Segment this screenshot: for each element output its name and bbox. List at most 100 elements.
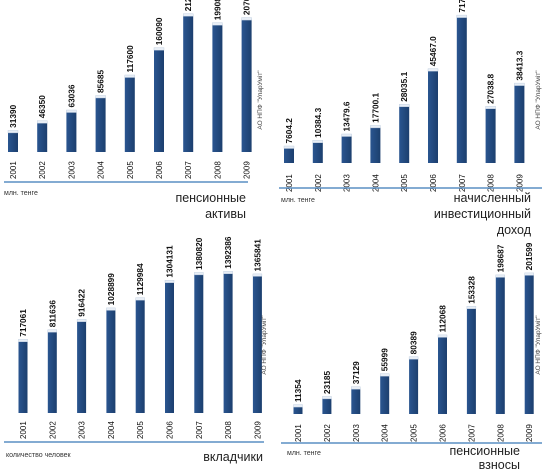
bar-cap — [495, 274, 505, 278]
data-label: 11354 — [293, 379, 303, 402]
bar-cap — [252, 273, 263, 277]
tick-label: 2004 — [381, 424, 390, 442]
tick-label: 2001 — [19, 421, 28, 439]
bar-cap — [106, 307, 116, 311]
tick-label: 2001 — [294, 424, 303, 442]
tick-label: 2009 — [253, 421, 262, 439]
data-label: 17700.1 — [370, 93, 380, 123]
bar — [351, 388, 361, 414]
unit-label: млн. тенге — [281, 197, 315, 204]
tick-label: 2005 — [136, 421, 145, 439]
bar — [212, 24, 223, 153]
source-label: АО НПФ "УларУміт" — [534, 315, 542, 375]
bar — [456, 16, 467, 163]
bar-cap — [293, 404, 303, 408]
bar-cap — [456, 14, 467, 18]
bar-cap — [7, 130, 19, 134]
tick-label: 2002 — [38, 161, 47, 179]
bar — [322, 397, 332, 414]
data-label: 201599 — [524, 242, 534, 270]
bar — [18, 340, 28, 413]
data-label: 46350 — [37, 95, 47, 118]
bar — [293, 406, 303, 414]
bar — [380, 375, 390, 414]
chart-title: вкладчики — [203, 450, 263, 464]
tick-label: 2003 — [352, 424, 361, 442]
bar-cap — [380, 373, 390, 377]
bar-cap — [283, 145, 295, 149]
bar — [8, 131, 18, 152]
bar-cap — [212, 22, 223, 26]
bar-cap — [153, 47, 165, 51]
bar — [154, 49, 164, 153]
data-label: 80389 — [409, 331, 419, 354]
data-label: 199084 — [212, 0, 222, 20]
bar — [165, 281, 174, 413]
bar — [524, 274, 534, 414]
bar-cap — [399, 104, 410, 108]
bar — [466, 307, 476, 414]
bar — [428, 70, 438, 163]
data-label: 112068 — [438, 305, 448, 333]
bar — [252, 275, 262, 413]
data-label: 38413.3 — [514, 50, 524, 80]
bar-cap — [437, 334, 448, 338]
bar — [284, 147, 294, 163]
bar — [106, 309, 116, 413]
unit-label: млн. тенге — [287, 450, 321, 457]
tick-label: 2009 — [525, 424, 534, 442]
tick-label: 2006 — [429, 174, 438, 192]
bar-cap — [66, 109, 77, 113]
bar-cap — [408, 356, 419, 360]
chart-title: пенсионные активы — [175, 191, 246, 221]
tick-label: 2003 — [343, 174, 352, 192]
tick-label: 2007 — [195, 421, 204, 439]
bar-cap — [182, 13, 194, 17]
data-label: 207035 — [242, 0, 252, 15]
bar — [95, 97, 106, 152]
source-label: АО НПФ "УларУміт" — [534, 70, 542, 130]
bar-cap — [322, 396, 332, 400]
tick-label: 2004 — [97, 161, 106, 179]
source-label: АО НПФ "УларУміт" — [256, 70, 264, 130]
tick-label: 2008 — [496, 424, 505, 442]
tick-label: 2007 — [184, 161, 193, 179]
bar — [135, 299, 145, 413]
data-label: 71743.8 — [457, 0, 467, 13]
tick-label: 2004 — [371, 174, 380, 192]
bar — [514, 84, 525, 163]
data-label: 55999 — [380, 348, 390, 371]
tick-label: 2001 — [9, 161, 18, 179]
bar-cap — [427, 68, 439, 72]
data-label: 10384.3 — [313, 107, 323, 137]
data-label: 916422 — [77, 289, 87, 317]
bar-cap — [135, 297, 145, 301]
bar — [77, 320, 87, 413]
source-label: АО НПФ "УларУміт" — [260, 315, 268, 375]
bar — [223, 272, 233, 413]
chart-title: пенсионные взносы — [449, 444, 520, 472]
unit-label: количество человек — [6, 452, 71, 459]
tick-label: 2007 — [467, 424, 476, 442]
tick-label: 2005 — [126, 161, 135, 179]
tick-label: 2009 — [243, 161, 252, 179]
data-label: 117600 — [125, 45, 135, 73]
bar-cap — [485, 106, 496, 110]
bar-cap — [370, 125, 381, 129]
data-label: 37129 — [351, 361, 361, 384]
data-label: 1365841 — [252, 239, 262, 272]
data-label: 160090 — [154, 17, 164, 45]
bar — [124, 76, 135, 152]
tick-label: 2006 — [166, 421, 175, 439]
bar-cap — [18, 339, 28, 342]
bar-cap — [524, 272, 534, 276]
data-label: 1392386 — [223, 236, 233, 269]
bar-cap — [351, 386, 361, 390]
bar — [438, 336, 447, 414]
data-label: 717061 — [18, 309, 28, 337]
bar-cap — [514, 82, 525, 86]
tick-label: 2008 — [487, 174, 496, 192]
bar — [341, 135, 352, 163]
bar — [399, 105, 410, 163]
